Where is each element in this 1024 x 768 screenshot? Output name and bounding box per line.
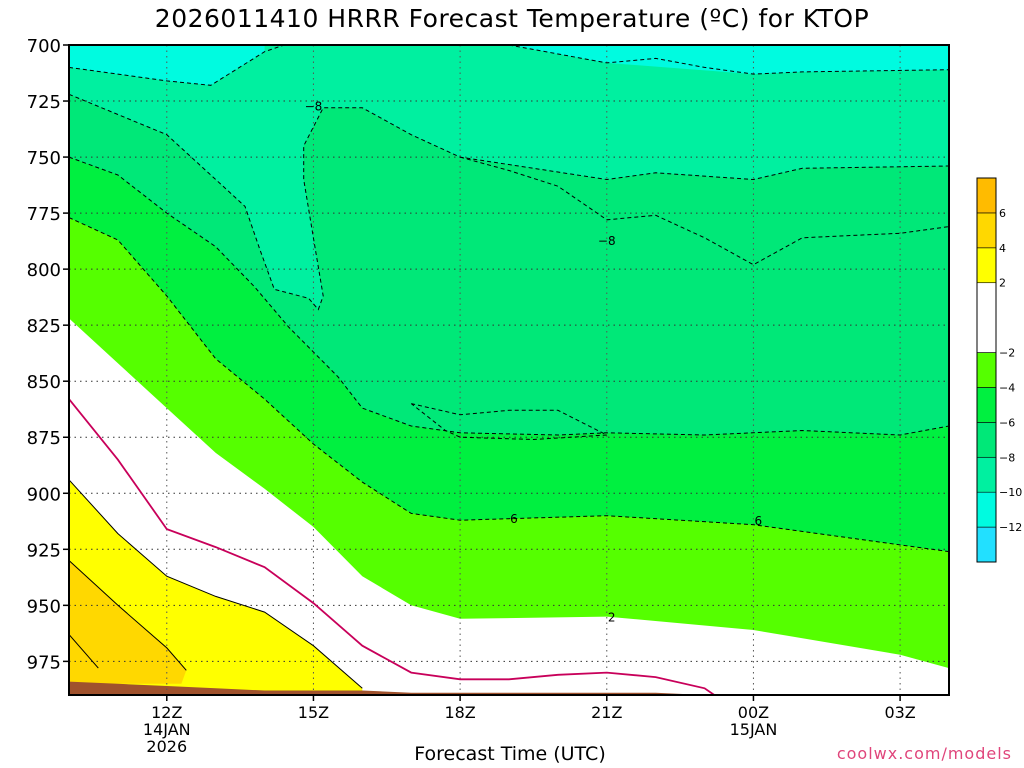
x-tick-label: 15Z: [298, 703, 329, 722]
y-tick: 850: [27, 372, 69, 393]
colorbar-tick-label: 2: [999, 277, 1006, 290]
y-tick-label: 900: [27, 484, 61, 505]
x-tick: 03Z: [884, 695, 916, 722]
colorbar-band: [976, 212, 997, 249]
contour-label: 2: [608, 611, 616, 625]
x-tick-label: 15JAN: [730, 720, 778, 739]
contour-line: [68, 44, 285, 86]
contour-label: 6: [755, 514, 763, 528]
colorbar-tick-label: −12: [999, 521, 1022, 534]
contour-line: [410, 403, 609, 441]
colorbar-tick: −4: [999, 381, 1015, 394]
y-tick: 925: [27, 540, 69, 561]
contour-labels: −8 −8 6 6 2: [305, 100, 763, 625]
x-tick-label: 03Z: [884, 703, 915, 722]
credit-link[interactable]: coolwx.com/models: [836, 744, 1012, 763]
contour-line: [508, 44, 950, 75]
terrain-fill: [69, 681, 949, 695]
colorbar-tick: 6: [999, 207, 1006, 220]
colorbar-tick: −8: [999, 451, 1015, 464]
colorbar-band: [976, 387, 997, 423]
contour-line: [68, 156, 950, 436]
y-tick: 825: [27, 316, 69, 337]
y-tick: 700: [27, 36, 69, 57]
band-4-to-6: [69, 560, 187, 684]
colorbar-tick: −6: [999, 416, 1015, 429]
colorbar-band: [976, 177, 997, 214]
colorbar-tick-label: −6: [999, 416, 1015, 429]
y-tick: 800: [27, 260, 69, 281]
x-tick-label: 21Z: [591, 703, 622, 722]
y-tick-label: 750: [27, 148, 61, 169]
chart-title: 2026011410 HRRR Forecast Temperature (ºC…: [154, 4, 870, 33]
contour-label: −8: [305, 100, 323, 114]
freezing-line: [68, 398, 715, 696]
y-tick-label: 975: [27, 652, 61, 673]
y-tick: 750: [27, 148, 69, 169]
terrain: [69, 681, 949, 695]
x-tick: 15Z: [298, 695, 329, 722]
contour-label: −8: [598, 234, 616, 248]
colorbar-frame: [976, 177, 997, 563]
band-minus-2-to-2: [69, 318, 949, 695]
colorbar-tick-label: −4: [999, 381, 1015, 394]
colorbar-tick: 2: [999, 277, 1006, 290]
contour-line: [68, 560, 187, 671]
colorbar-tick: 4: [999, 242, 1006, 255]
x-tick-label: 00Z: [738, 703, 769, 722]
colorbar-band: [976, 247, 997, 284]
y-axis: 700 725 750 775 800 825 850 875 900 925 950 975: [27, 36, 69, 673]
contour-line: [68, 479, 363, 689]
y-tick-label: 950: [27, 596, 61, 617]
plot-frame: [68, 44, 950, 696]
y-tick-label: 925: [27, 540, 61, 561]
colorbar-tick: −10: [999, 486, 1022, 499]
colorbar-band: [976, 456, 997, 493]
contour-line: [68, 634, 99, 669]
y-tick-label: 700: [27, 36, 61, 57]
colorbar-band: [976, 282, 997, 353]
y-tick-label: 875: [27, 428, 61, 449]
colorbar-tick-label: 6: [999, 207, 1006, 220]
colorbar-tick-label: −2: [999, 347, 1015, 360]
colorbar: −12 −10 −8 −6 −4 −2 2 4 6: [976, 177, 1022, 563]
contour-line: [459, 156, 950, 266]
x-tick-label: 14JAN: [143, 720, 191, 739]
y-tick: 975: [27, 652, 69, 673]
colorbar-tick-label: −8: [999, 451, 1015, 464]
colorbar-band: [976, 526, 997, 563]
x-axis-label: Forecast Time (UTC): [414, 743, 606, 765]
colorbar-tick: −12: [999, 521, 1022, 534]
y-tick: 875: [27, 428, 69, 449]
y-tick: 950: [27, 596, 69, 617]
colorbar-tick-label: 4: [999, 242, 1006, 255]
y-tick: 900: [27, 484, 69, 505]
colorbar-tick: −2: [999, 347, 1015, 360]
contour-label: 6: [510, 512, 518, 526]
contour-lines: [68, 44, 950, 696]
y-tick-label: 825: [27, 316, 61, 337]
y-tick-label: 850: [27, 372, 61, 393]
x-tick: 21Z: [591, 695, 622, 722]
y-tick-label: 775: [27, 204, 61, 225]
y-tick: 775: [27, 204, 69, 225]
x-tick-label: 2026: [146, 737, 187, 756]
y-tick: 725: [27, 92, 69, 113]
x-tick-label: 12Z: [151, 703, 182, 722]
contour-line: [68, 217, 950, 553]
x-tick: 18Z: [444, 695, 476, 722]
colorbar-band: [976, 491, 997, 528]
y-tick-label: 725: [27, 92, 61, 113]
filled-regions: [69, 45, 949, 696]
colorbar-band: [976, 422, 997, 458]
colorbar-band: [976, 352, 997, 388]
contour-line: [68, 93, 950, 311]
y-tick-label: 800: [27, 260, 61, 281]
colorbar-tick-label: −10: [999, 486, 1022, 499]
x-tick-label: 18Z: [444, 703, 475, 722]
